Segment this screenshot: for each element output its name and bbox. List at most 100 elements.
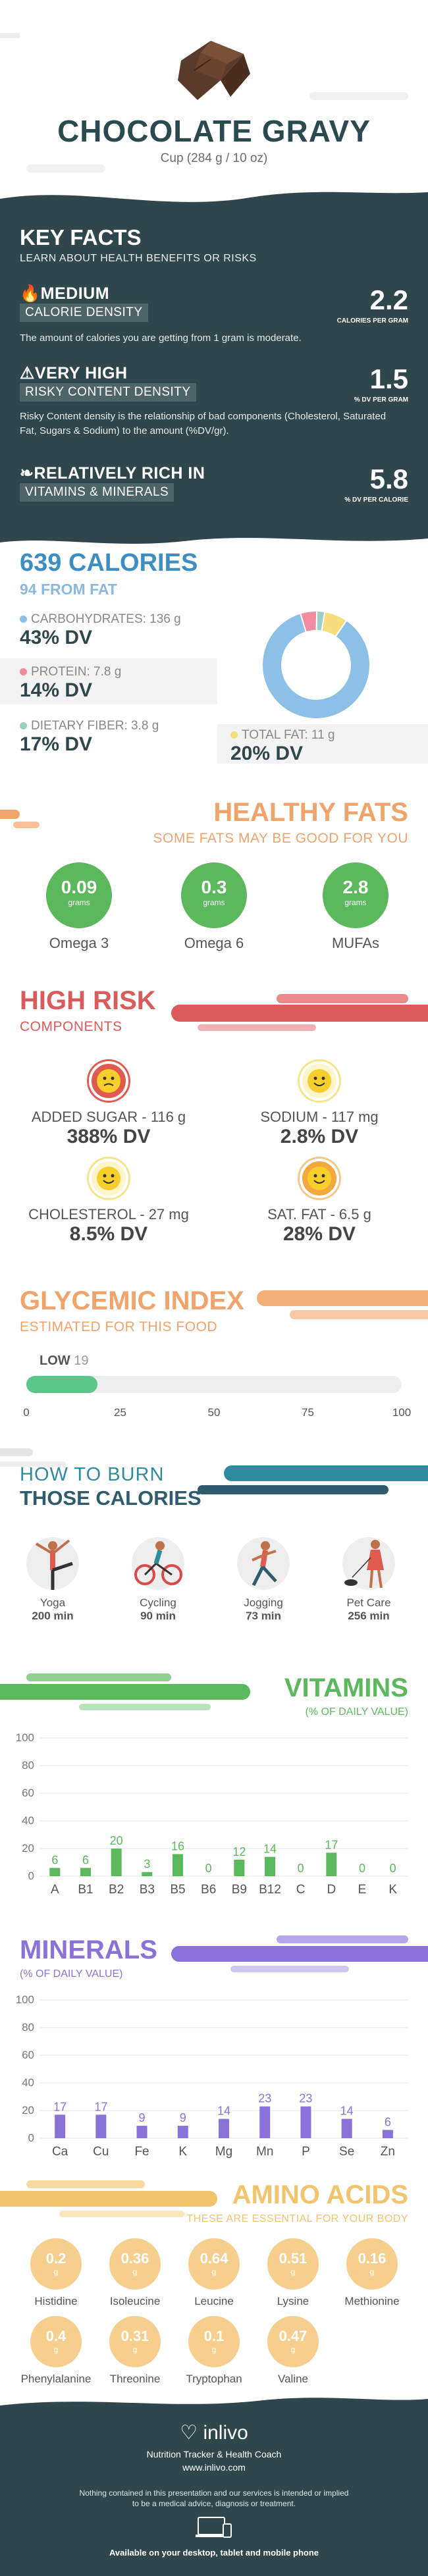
- glycemic-reading: LOW 19: [40, 1354, 89, 1368]
- mineral-value-label: 14: [217, 2105, 230, 2118]
- activity-yoga: Yoga 200 min: [13, 1534, 92, 1623]
- cycling-icon: [132, 1537, 184, 1590]
- vitamins-subtitle: (% OF DAILY VALUE): [305, 1706, 408, 1718]
- fact-tag: VITAMINS & MINERALS: [20, 483, 174, 502]
- risk-cholesterol: CHOLESTEROL - 27 mg 8.5% DV: [13, 1159, 204, 1246]
- risk-sat-fat: SAT. FAT - 6.5 g 28% DV: [224, 1159, 415, 1246]
- vitamin-category-label: B6: [201, 1883, 216, 1897]
- mineral-category-label: Zn: [381, 2145, 395, 2159]
- vitamin-value-label: 0: [359, 1862, 365, 1875]
- amino-value: 0.2: [45, 2250, 67, 2267]
- glycemic-tick: 0: [23, 1406, 30, 1419]
- key-facts-subtitle: LEARN ABOUT HEALTH BENEFITS OR RISKS: [20, 253, 257, 264]
- mineral-category-label: Ca: [52, 2145, 68, 2159]
- fact-description: The amount of calories you are getting f…: [20, 332, 302, 344]
- fact-calorie-density: 🔥MEDIUM CALORIE DENSITY 2.2 CALORIES PER…: [20, 284, 408, 346]
- minerals-bar-chart: 0 20 40 60 80 100 17 Ca 17 Cu 9 Fe 9 K 14 Mg 23 Mn 23 P 14 Se…: [16, 1993, 408, 2159]
- healthy-fats-title: HEALTHY FATS: [213, 798, 408, 827]
- fat-omega-3: 0.09 grams Omega 3: [36, 862, 122, 952]
- vitamin-bar-B5: [173, 1854, 183, 1876]
- vitamin-category-label: B5: [170, 1883, 185, 1897]
- healthy-fats-section: HEALTHY FATS SOME FATS MAY BE GOOD FOR Y…: [0, 790, 428, 961]
- mineral-category-label: Mn: [256, 2145, 273, 2159]
- mineral-bar-Fe: [136, 2126, 147, 2138]
- calories-total: 639 CALORIES: [20, 549, 198, 577]
- amino-circle: 0.2 g: [30, 2238, 82, 2290]
- vitamin-category-label: B2: [109, 1883, 124, 1897]
- amino-unit: g: [211, 2267, 217, 2276]
- footer-url[interactable]: www.inlivo.com: [182, 2462, 246, 2473]
- amino-leucine: 0.64 g Leucine: [178, 2238, 250, 2308]
- burn-title-2: THOSE CALORIES: [20, 1486, 201, 1510]
- activity-jogging: Jogging 73 min: [224, 1534, 303, 1623]
- wave-divider: [0, 527, 428, 544]
- amino-lysine: 0.51 g Lysine: [257, 2238, 329, 2308]
- warning-icon: ⚠: [20, 364, 35, 382]
- vitamin-value-label: 0: [205, 1862, 212, 1875]
- amino-value: 0.4: [45, 2328, 67, 2344]
- amino-label: Leucine: [194, 2295, 234, 2307]
- serving-size: Cup (284 g / 10 oz): [160, 151, 268, 165]
- amino-value: 0.16: [358, 2250, 387, 2267]
- smile-face-icon: [300, 1159, 339, 1198]
- vitamin-category-label: K: [388, 1883, 397, 1897]
- amino-circle: 0.16 g: [346, 2238, 398, 2290]
- mineral-bar-Zn: [382, 2130, 393, 2138]
- vitamins-title: VITAMINS: [284, 1673, 408, 1702]
- glycemic-title: GLYCEMIC INDEX: [20, 1286, 244, 1315]
- fact-tag: RISKY CONTENT DENSITY: [20, 383, 196, 402]
- amino-circle: 0.31 g: [109, 2316, 161, 2367]
- amino-valine: 0.47 g Valine: [257, 2316, 329, 2386]
- mineral-bar-P: [300, 2106, 311, 2138]
- amino-label: Histidine: [34, 2295, 78, 2307]
- mineral-bar-Ca: [55, 2115, 66, 2138]
- mineral-bar-Mn: [259, 2106, 271, 2138]
- vitamin-bar-A: [49, 1868, 61, 1876]
- key-facts-title: KEY FACTS: [20, 225, 142, 250]
- vitamin-value-label: 6: [51, 1853, 58, 1866]
- chocolate-image: [178, 41, 250, 100]
- amino-label: Valine: [278, 2373, 308, 2385]
- amino-value: 0.51: [279, 2250, 308, 2267]
- mineral-category-label: K: [178, 2145, 187, 2159]
- amino-label: Tryptophan: [186, 2373, 242, 2385]
- vitamin-value-label: 20: [110, 1834, 123, 1847]
- amino-circle: 0.4 g: [30, 2316, 82, 2367]
- amino-subtitle: THESE ARE ESSENTIAL FOR YOUR BODY: [186, 2213, 408, 2224]
- fact-description: Risky Content density is the relationshi…: [20, 411, 387, 436]
- footer-disclaimer-1: Nothing contained in this presentation a…: [79, 2488, 349, 2498]
- mineral-ytick: 40: [22, 2076, 34, 2089]
- vitamin-category-label: A: [51, 1883, 59, 1897]
- amino-value: 0.64: [200, 2250, 228, 2267]
- amino-label: Lysine: [277, 2295, 309, 2307]
- fact-tag: CALORIE DENSITY: [20, 303, 148, 322]
- vitamin-bar-D: [326, 1853, 337, 1876]
- fact-value: 2.2: [369, 284, 408, 315]
- amino-label: Isoleucine: [109, 2295, 161, 2307]
- fat-mufas: 2.8 grams MUFAs: [313, 862, 398, 952]
- amino-phenylalanine: 0.4 g Phenylalanine: [20, 2316, 92, 2386]
- high-risk-subtitle: COMPONENTS: [20, 1019, 122, 1034]
- amino-unit: g: [290, 2267, 296, 2276]
- burn-title-1: HOW TO BURN: [20, 1464, 165, 1485]
- mineral-ytick: 80: [22, 2021, 34, 2034]
- fact-unit: % DV PER GRAM: [354, 396, 408, 404]
- amino-isoleucine: 0.36 g Isoleucine: [99, 2238, 171, 2308]
- vitamin-category-label: B12: [259, 1883, 281, 1897]
- fact-risky-content: ⚠VERY HIGH RISKY CONTENT DENSITY 1.5 % D…: [20, 363, 408, 438]
- vitamin-ytick: 20: [22, 1842, 34, 1854]
- glycemic-tick: 50: [207, 1406, 221, 1419]
- mineral-category-label: Mg: [215, 2145, 232, 2159]
- mineral-category-label: Se: [339, 2145, 354, 2159]
- amino-unit: g: [132, 2345, 138, 2354]
- activity-pet-care: Pet Care 256 min: [329, 1534, 408, 1623]
- header: CHOCOLATE GRAVY Cup (284 g / 10 oz): [0, 0, 428, 197]
- vitamins-section: VITAMINS (% OF DAILY VALUE) 0 20 40 60 80 100…: [0, 1666, 428, 1916]
- glycemic-ticks: 0 25 50 75 100: [23, 1406, 411, 1421]
- amino-circle: 0.47 g: [267, 2316, 319, 2367]
- glycemic-fill: [26, 1376, 98, 1393]
- mineral-bar-K: [177, 2126, 188, 2138]
- glycemic-section: GLYCEMIC INDEX ESTIMATED FOR THIS FOOD L…: [0, 1277, 428, 1435]
- footer-brand[interactable]: ♡ inlivo: [180, 2422, 248, 2444]
- amino-unit: g: [211, 2345, 217, 2354]
